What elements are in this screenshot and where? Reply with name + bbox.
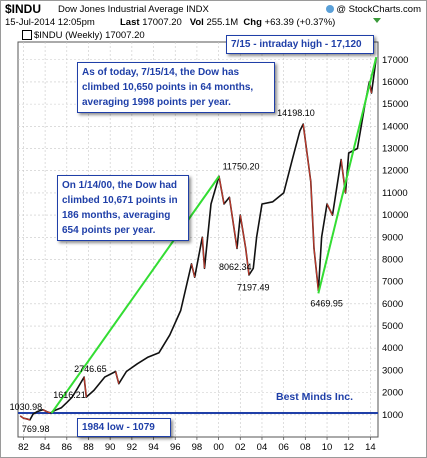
legend-swatch <box>22 30 32 41</box>
y-tick-label: 13000 <box>382 144 408 155</box>
vol-value: 255.1M <box>206 17 239 28</box>
y-tick-label: 1000 <box>382 410 403 421</box>
value-annotation: 8062.34 <box>219 262 252 272</box>
price-series-line <box>19 57 378 421</box>
price-down-segment <box>310 181 315 249</box>
y-tick-label: 7000 <box>382 277 403 288</box>
early-climb-note: On 1/14/00, the Dow had climbed 10,671 p… <box>57 175 189 241</box>
stockcharts-logo-icon <box>326 5 335 14</box>
value-annotation: 1616.21 <box>53 390 86 400</box>
x-tick-label: 86 <box>62 442 73 453</box>
price-down-segment <box>27 418 31 421</box>
last-value: 17007.20 <box>142 17 182 28</box>
chg-label: Chg <box>243 17 262 28</box>
value-annotation: 7197.49 <box>237 282 270 292</box>
recent-climb-note: As of today, 7/15/14, the Dow has climbe… <box>77 62 275 113</box>
x-tick-label: 06 <box>278 442 289 453</box>
y-tick-label: 10000 <box>382 210 408 221</box>
value-annotation: 1030.98 <box>10 402 43 412</box>
symbol-title: $INDU <box>5 2 42 16</box>
y-tick-label: 15000 <box>382 99 408 110</box>
legend: $INDU (Weekly) 17007.20 <box>22 30 145 41</box>
y-tick-label: 16000 <box>382 77 408 88</box>
price-down-segment <box>239 214 247 249</box>
source-credit[interactable]: @ StockCharts.com <box>326 4 421 15</box>
y-tick-label: 4000 <box>382 343 403 354</box>
value-annotation: 11750.20 <box>223 161 260 171</box>
y-tick-label: 6000 <box>382 299 403 310</box>
trend-line <box>317 56 378 294</box>
y-tick-label: 2000 <box>382 388 403 399</box>
price-down-segment <box>42 409 48 413</box>
price-down-segment <box>201 237 206 269</box>
y-tick-label: 17000 <box>382 55 408 66</box>
x-tick-label: 00 <box>213 442 224 453</box>
x-tick-label: 14 <box>365 442 376 453</box>
price-down-segment <box>326 203 333 216</box>
x-tick-label: 88 <box>83 442 94 453</box>
low-note: 1984 low - 1079 <box>77 418 171 437</box>
price-down-segment <box>228 197 238 249</box>
value-annotation: 2746.65 <box>74 364 107 374</box>
value-annotation: 6469.95 <box>310 298 343 308</box>
legend-label: $INDU (Weekly) 17007.20 <box>34 30 145 41</box>
trend-line <box>50 175 220 414</box>
x-tick-label: 92 <box>127 442 138 453</box>
chg-value: +63.39 (+0.37%) <box>264 17 336 28</box>
price-down-segment <box>83 377 87 398</box>
x-tick-label: 98 <box>192 442 203 453</box>
x-tick-label: 84 <box>40 442 51 453</box>
price-down-segment <box>190 263 196 278</box>
x-tick-label: 12 <box>343 442 354 453</box>
source-text: @ StockCharts.com <box>336 4 421 15</box>
value-annotation: 14198.10 <box>277 108 315 118</box>
x-tick-label: 08 <box>300 442 311 453</box>
vol-label: Vol <box>189 17 204 28</box>
quote-stats: Last 17007.20 Vol 255.1M Chg +63.39 (+0.… <box>120 17 335 28</box>
quote-date: 15-Jul-2014 12:05pm <box>5 17 95 28</box>
x-tick-label: 02 <box>235 442 246 453</box>
price-down-segment <box>218 176 225 205</box>
y-tick-label: 14000 <box>382 121 408 132</box>
x-tick-label: 94 <box>148 442 159 453</box>
x-tick-label: 04 <box>257 442 268 453</box>
x-tick-label: 10 <box>322 442 333 453</box>
intraday-high-note: 7/15 - intraday high - 17,120 <box>226 35 374 54</box>
y-tick-label: 5000 <box>382 321 403 332</box>
price-down-segment <box>245 248 250 276</box>
price-down-segment <box>47 411 51 414</box>
up-arrow-icon <box>373 18 381 23</box>
x-tick-label: 96 <box>170 442 181 453</box>
price-down-segment <box>313 248 319 291</box>
x-tick-label: 90 <box>105 442 116 453</box>
y-tick-label: 8000 <box>382 254 403 265</box>
value-annotation: 769.98 <box>22 424 50 434</box>
price-down-segment <box>23 417 28 420</box>
price-down-segment <box>115 371 120 384</box>
y-tick-label: 9000 <box>382 232 403 243</box>
x-tick-label: 82 <box>18 442 29 453</box>
price-down-segment <box>302 124 312 182</box>
y-tick-label: 3000 <box>382 365 403 376</box>
y-tick-label: 12000 <box>382 166 408 177</box>
y-tick-label: 11000 <box>382 188 408 199</box>
index-name: Dow Jones Industrial Average INDX <box>58 4 209 15</box>
last-label: Last <box>120 17 140 28</box>
brand-label: Best Minds Inc. <box>276 391 354 403</box>
price-down-segment <box>19 415 24 419</box>
